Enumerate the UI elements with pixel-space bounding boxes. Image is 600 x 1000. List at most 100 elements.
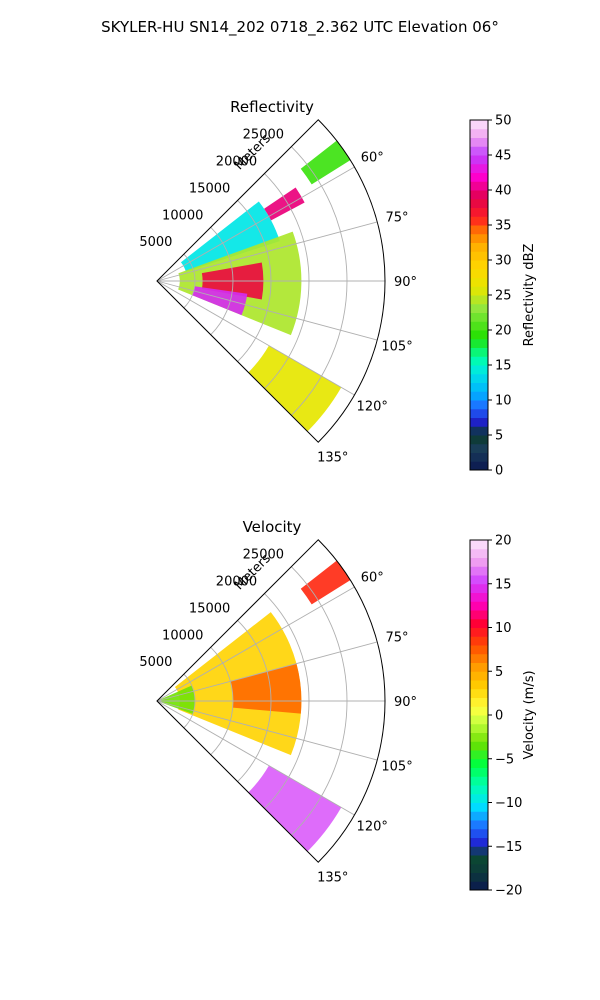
colorbar-bin bbox=[470, 391, 488, 401]
radial-tick-label: 5000 bbox=[139, 235, 172, 250]
radial-tick-label: 15000 bbox=[189, 601, 230, 616]
colorbar-bin bbox=[470, 767, 488, 777]
colorbar-bin bbox=[470, 828, 488, 838]
azimuth-spoke bbox=[156, 641, 378, 702]
colorbar-bin bbox=[470, 216, 488, 226]
echo-region bbox=[246, 765, 342, 855]
colorbar-bin bbox=[470, 566, 488, 576]
sector-outline bbox=[156, 539, 386, 863]
colorbar-bin bbox=[470, 863, 488, 873]
radial-tick-label: 20000 bbox=[216, 155, 257, 170]
colorbar-bin bbox=[470, 636, 488, 646]
radial-tick-label: 15000 bbox=[189, 181, 230, 196]
colorbar-tick-label: −20 bbox=[495, 884, 522, 899]
panel-title: Reflectivity bbox=[230, 98, 314, 116]
colorbar-bin bbox=[470, 225, 488, 235]
azimuth-spoke bbox=[156, 166, 355, 282]
colorbar-tick-label: 10 bbox=[495, 394, 512, 409]
colorbar-tick-label: 15 bbox=[495, 359, 512, 374]
radial-tick-label: 5000 bbox=[139, 655, 172, 670]
colorbar-bin bbox=[470, 260, 488, 270]
radial-tick-label: 25000 bbox=[243, 128, 284, 143]
colorbar-tick-label: 10 bbox=[495, 621, 512, 636]
echo-region bbox=[300, 560, 351, 605]
colorbar-bin bbox=[470, 855, 488, 865]
colorbar-tick-label: −15 bbox=[495, 840, 522, 855]
azimuth-spoke bbox=[156, 221, 378, 282]
colorbar-bin bbox=[470, 277, 488, 287]
colorbar-bin bbox=[470, 435, 488, 445]
angle-tick-label: 60° bbox=[361, 151, 384, 166]
reflectivity-colorbar: 0 5 10 15 20 25 30 35 40 45 50 Reflectivity dBZ bbox=[469, 114, 537, 479]
colorbar-label: Reflectivity dBZ bbox=[522, 244, 537, 347]
colorbar-bin bbox=[470, 592, 488, 602]
colorbar-bin bbox=[470, 330, 488, 340]
colorbar-bin bbox=[470, 758, 488, 768]
sector-outline bbox=[156, 119, 386, 443]
colorbar-bin bbox=[470, 242, 488, 252]
echo-layer bbox=[178, 140, 351, 435]
colorbar-bin bbox=[470, 356, 488, 366]
colorbar-tick-label: 50 bbox=[495, 114, 512, 129]
angle-tick-label: 75° bbox=[386, 631, 409, 646]
colorbar-bin bbox=[470, 251, 488, 261]
echo-region bbox=[264, 187, 305, 221]
colorbar-bin bbox=[470, 723, 488, 733]
colorbar-bin bbox=[470, 286, 488, 296]
colorbar-bin bbox=[470, 373, 488, 383]
angle-tick-label: 90° bbox=[394, 275, 417, 290]
azimuth-spoke bbox=[156, 280, 378, 341]
colorbar-bin bbox=[470, 671, 488, 681]
angle-tick-label: 120° bbox=[357, 819, 388, 834]
colorbar-bin bbox=[470, 846, 488, 856]
colorbar-bin bbox=[470, 382, 488, 392]
colorbar-tick-label: 45 bbox=[495, 149, 512, 164]
colorbar-bin bbox=[470, 338, 488, 348]
azimuth-spoke bbox=[156, 280, 355, 396]
radial-tick-label: 20000 bbox=[216, 575, 257, 590]
radial-tick-label: 10000 bbox=[162, 208, 203, 223]
colorbar-bin bbox=[470, 802, 488, 812]
colorbar-bin bbox=[470, 557, 488, 567]
colorbar-bin bbox=[470, 233, 488, 243]
angle-tick-label: 75° bbox=[386, 211, 409, 226]
colorbar-tick-label: −10 bbox=[495, 796, 522, 811]
colorbar-tick-label: 25 bbox=[495, 289, 512, 304]
echo-region bbox=[300, 140, 351, 185]
colorbar-tick-label: 0 bbox=[495, 464, 503, 479]
angle-tick-label: 105° bbox=[381, 339, 412, 354]
angle-tick-label: 90° bbox=[394, 695, 417, 710]
colorbar-bin bbox=[470, 680, 488, 690]
colorbar-bin bbox=[470, 627, 488, 637]
colorbar-bin bbox=[470, 732, 488, 742]
radial-tick-label: 10000 bbox=[162, 628, 203, 643]
colorbar-bin bbox=[470, 137, 488, 147]
colorbar-bin bbox=[470, 172, 488, 182]
colorbar-bin bbox=[470, 128, 488, 138]
colorbar-tick-label: 15 bbox=[495, 577, 512, 592]
colorbar-bin bbox=[470, 400, 488, 410]
echo-region bbox=[192, 286, 248, 316]
colorbar-bin bbox=[470, 155, 488, 165]
colorbar-bin bbox=[470, 443, 488, 453]
colorbar-bin bbox=[470, 408, 488, 418]
colorbar-bin bbox=[470, 548, 488, 558]
colorbar-bin bbox=[470, 198, 488, 208]
colorbar-bin bbox=[470, 321, 488, 331]
azimuth-spoke bbox=[156, 700, 355, 816]
colorbar-bin bbox=[470, 837, 488, 847]
velocity-colorbar: −20 −15 −10 −5 0 5 10 15 20 Velocity (m/s) bbox=[469, 534, 537, 899]
colorbar-bin bbox=[470, 365, 488, 375]
colorbar-bin bbox=[470, 741, 488, 751]
colorbar-bin bbox=[470, 610, 488, 620]
velocity-panel: Velocity 5000 10000 15000 20000 25000 60° 75° 90… bbox=[139, 518, 417, 886]
angle-tick-label: 105° bbox=[381, 759, 412, 774]
colorbar-bin bbox=[470, 163, 488, 173]
colorbar-bin bbox=[470, 706, 488, 716]
colorbar-label: Velocity (m/s) bbox=[522, 670, 537, 759]
colorbar-bin bbox=[470, 295, 488, 305]
colorbar-tick-label: 20 bbox=[495, 534, 512, 549]
colorbar-tick-label: 40 bbox=[495, 184, 512, 199]
colorbar-bin bbox=[470, 697, 488, 707]
colorbar-bin bbox=[470, 312, 488, 322]
